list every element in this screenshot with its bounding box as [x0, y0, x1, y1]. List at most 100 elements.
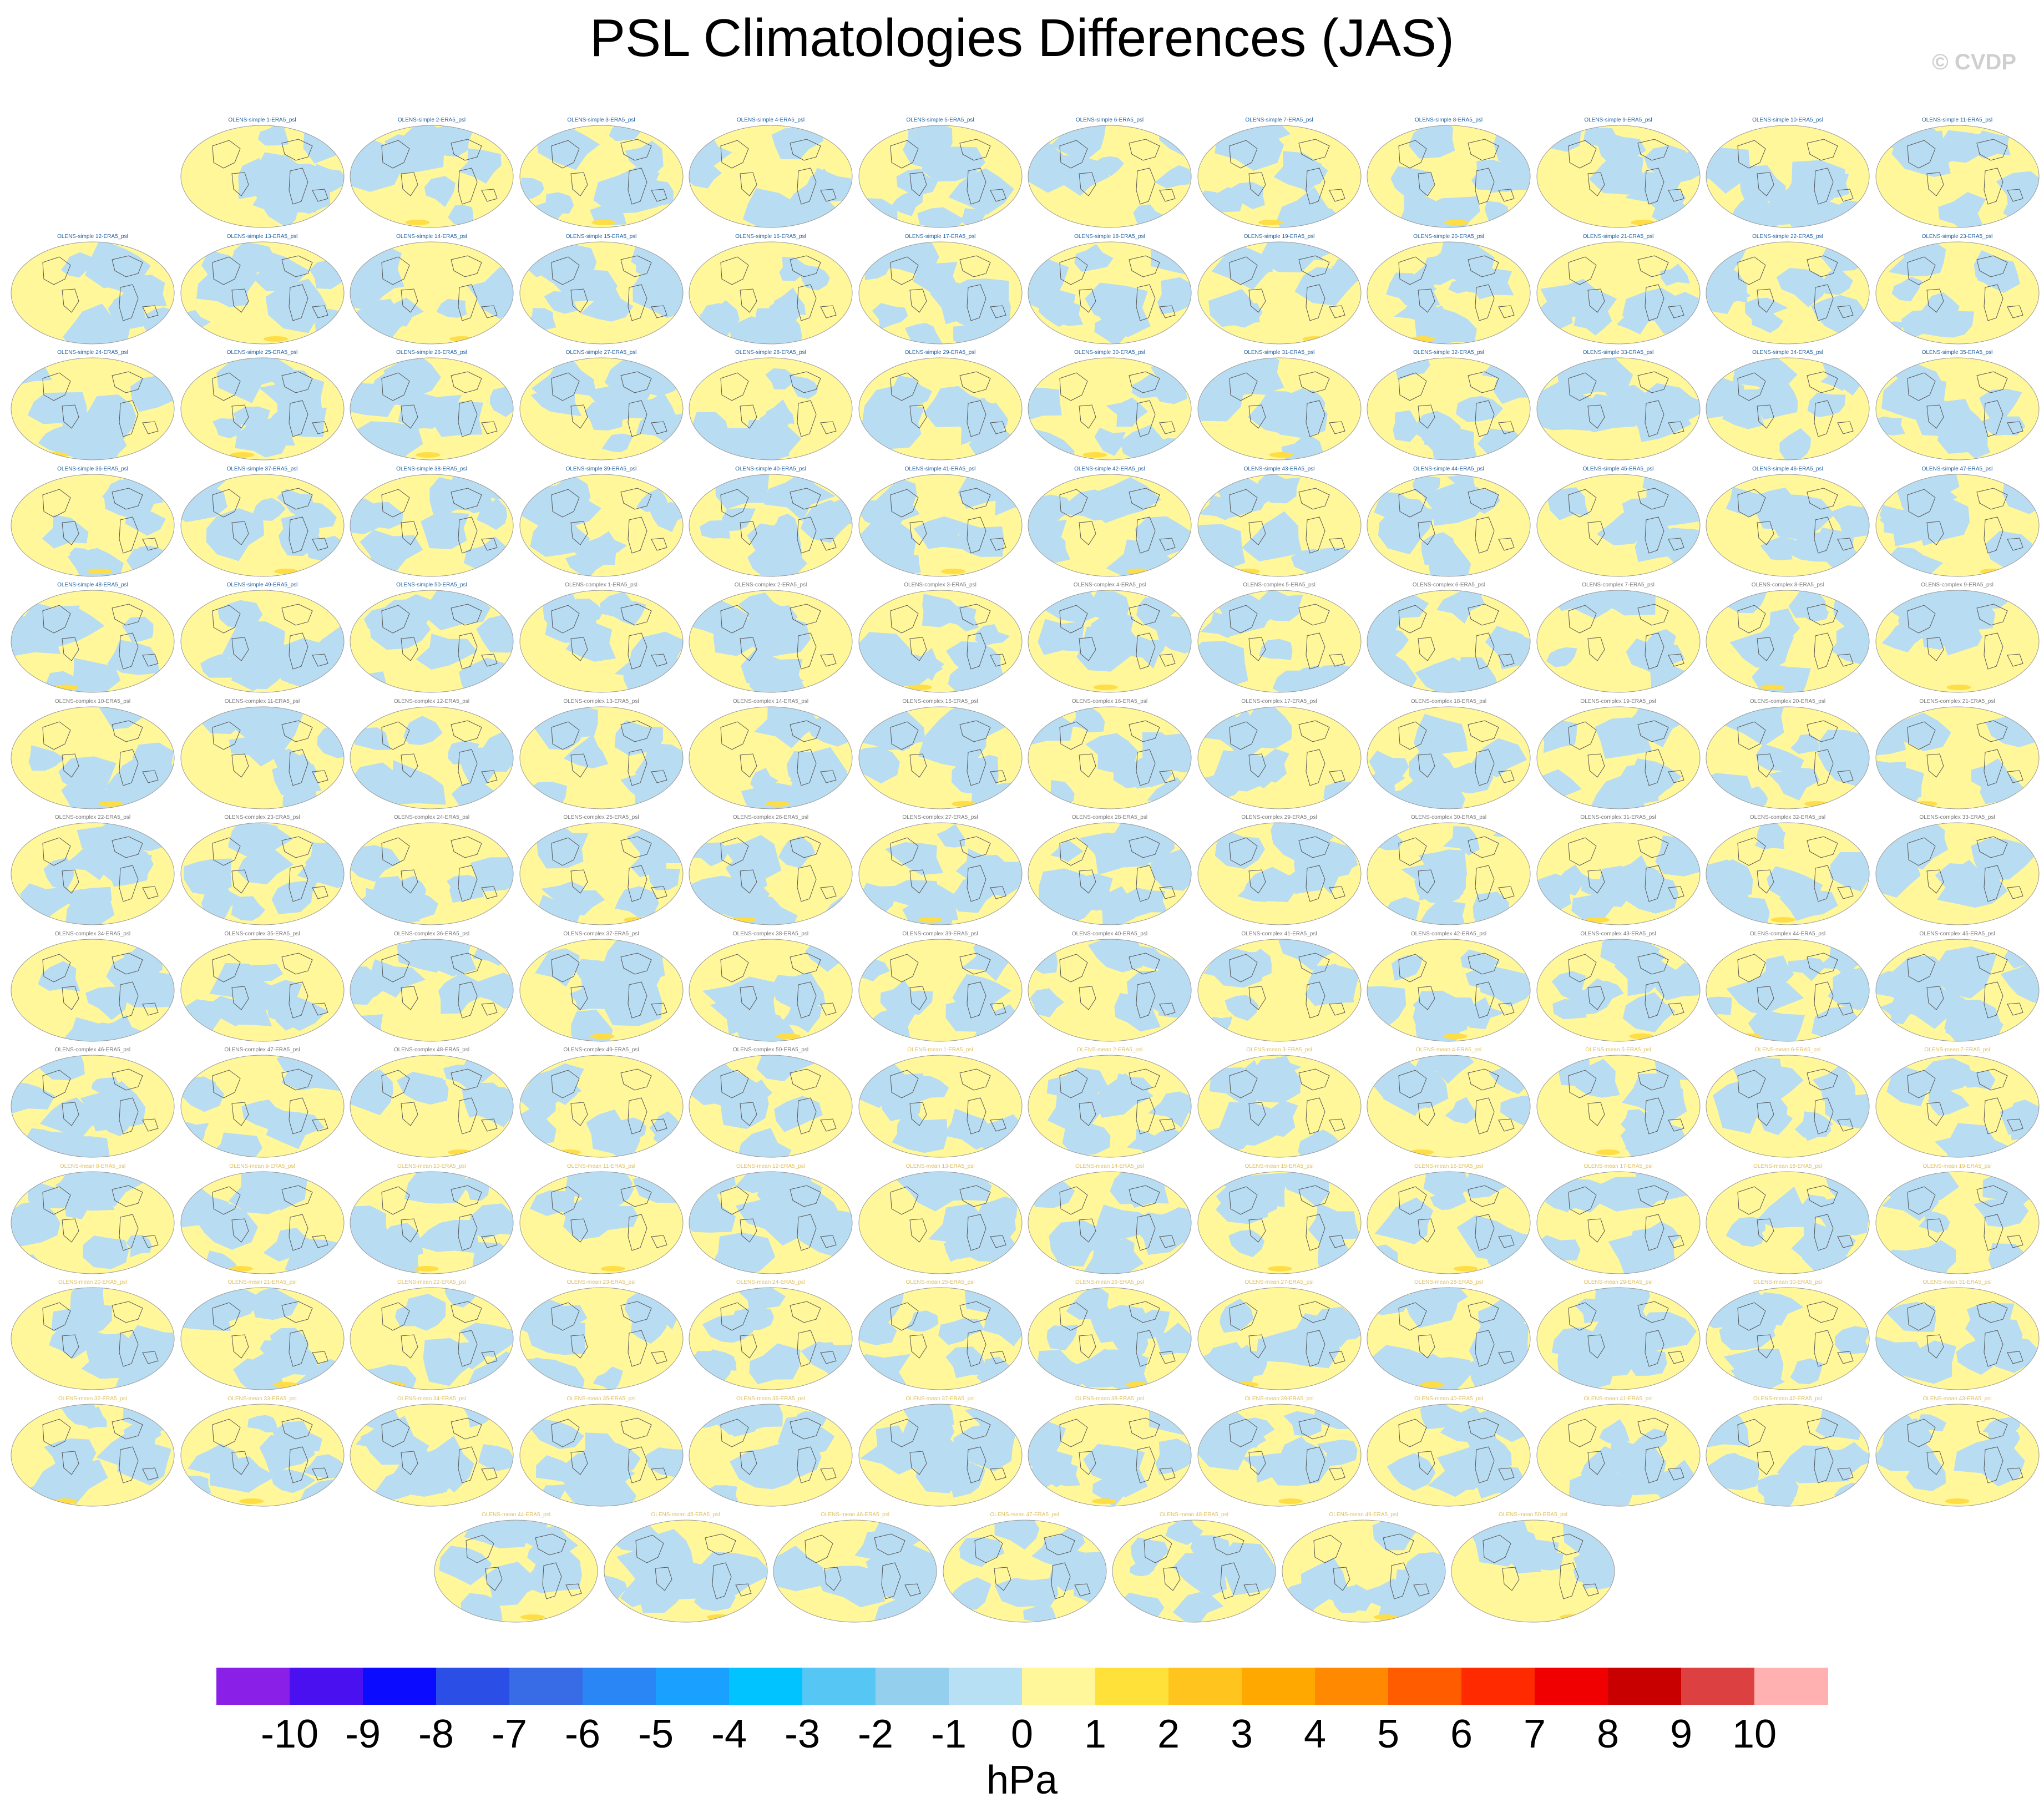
coastline	[889, 837, 919, 866]
negative-anomaly	[1778, 510, 1806, 535]
coastline	[451, 836, 482, 858]
negative-anomaly	[859, 1425, 919, 1475]
panel-label: OLENS-mean 26-ERA5_psl	[1075, 1279, 1144, 1285]
negative-anomaly	[1423, 241, 1495, 284]
negative-anomaly	[700, 520, 731, 539]
coastline	[2006, 1234, 2023, 1248]
panel-label: OLENS-mean 29-ERA5_psl	[1583, 1279, 1653, 1285]
coastline	[1667, 1467, 1684, 1481]
positive-anomaly	[1628, 1033, 1653, 1039]
coastline	[720, 256, 749, 285]
globe-map	[689, 1404, 853, 1506]
coastline	[1398, 1418, 1427, 1447]
negative-anomaly	[1500, 1095, 1530, 1126]
coastline	[1667, 537, 1684, 551]
coastline	[1298, 952, 1330, 975]
coastline	[381, 837, 410, 866]
panel-label: OLENS-mean 6-ERA5_psl	[1754, 1047, 1821, 1053]
panel-label: OLENS-complex 25-ERA5_psl	[563, 814, 639, 821]
globe-outline	[1197, 474, 1361, 576]
coastline	[1587, 753, 1605, 778]
globe-outline	[858, 1055, 1022, 1158]
negative-anomaly	[1834, 1326, 1869, 1354]
colorbar-tick-label: -6	[564, 1712, 601, 1756]
negative-anomaly	[1370, 1345, 1425, 1387]
panel-label: OLENS-complex 28-ERA5_psl	[1071, 814, 1148, 821]
globe-map	[1028, 939, 1192, 1041]
negative-anomaly	[363, 606, 403, 637]
coastline	[966, 400, 986, 437]
map-panel: OLENS-mean 43-ERA5_psl	[1874, 1395, 2041, 1509]
colorbar-swatch	[802, 1668, 876, 1705]
negative-anomaly	[125, 503, 166, 536]
coastline	[740, 288, 757, 313]
coastline	[1079, 869, 1096, 894]
coastline	[1807, 604, 1838, 626]
negative-anomaly	[83, 1235, 129, 1269]
panel-label: OLENS-mean 37-ERA5_psl	[905, 1395, 975, 1402]
negative-anomaly	[1157, 277, 1191, 315]
map-panel: OLENS-complex 25-ERA5_psl	[518, 814, 685, 928]
negative-anomaly	[749, 1343, 801, 1385]
negative-anomaly	[1317, 1237, 1361, 1274]
coastline	[1475, 1097, 1495, 1135]
map-panel: OLENS-mean 15-ERA5_psl	[1196, 1163, 1363, 1277]
negative-anomaly	[98, 1015, 145, 1041]
coastline	[281, 255, 313, 277]
globe-map	[11, 939, 175, 1041]
map-panel: OLENS-complex 30-ERA5_psl	[1365, 814, 1532, 928]
negative-anomaly	[1875, 853, 1921, 898]
negative-anomaly	[544, 291, 578, 314]
coastline	[1328, 305, 1345, 318]
coastline	[42, 1418, 71, 1447]
coastline	[1926, 753, 1944, 778]
map-panel: OLENS-complex 5-ERA5_psl	[1196, 581, 1363, 695]
coastline	[1757, 753, 1774, 778]
globe-outline	[1875, 1287, 2039, 1390]
coastline	[401, 1102, 418, 1126]
panel-label: OLENS-mean 4-ERA5_psl	[1415, 1047, 1482, 1053]
coastline	[1587, 172, 1605, 196]
map-panel: OLENS-simple 15-ERA5_psl	[518, 233, 685, 347]
globe-outline	[1197, 706, 1361, 809]
negative-anomaly	[694, 414, 725, 440]
coastline	[790, 255, 821, 277]
coastline	[451, 604, 482, 626]
coastline	[620, 139, 652, 161]
map-panel: OLENS-simple 21-ERA5_psl	[1535, 233, 1702, 347]
map-panel: OLENS-mean 16-ERA5_psl	[1365, 1163, 1532, 1277]
panel-label: OLENS-mean 47-ERA5_psl	[990, 1512, 1059, 1518]
globe-outline	[1028, 241, 1192, 344]
negative-anomaly	[750, 767, 779, 790]
coastline	[211, 1302, 241, 1331]
coastline	[909, 1334, 927, 1359]
map-panel: OLENS-complex 20-ERA5_psl	[1704, 698, 1871, 812]
negative-anomaly	[1443, 826, 1480, 855]
coastline	[1926, 172, 1944, 196]
negative-anomaly	[563, 1198, 598, 1224]
negative-anomaly	[1819, 267, 1853, 295]
coastline	[550, 140, 580, 169]
globe-outline	[350, 1055, 514, 1158]
coastline	[1906, 1418, 1936, 1447]
map-panel: OLENS-mean 34-ERA5_psl	[348, 1395, 515, 1509]
coastline	[1559, 1562, 1579, 1599]
coastline	[620, 371, 652, 393]
map-panel: OLENS-complex 39-ERA5_psl	[857, 930, 1024, 1044]
coastline	[1976, 1417, 2008, 1440]
coastline	[1398, 953, 1427, 983]
negative-anomaly	[438, 973, 485, 1014]
coastline	[1837, 537, 1854, 551]
globe-map	[1451, 1520, 1615, 1623]
negative-anomaly	[565, 622, 616, 662]
coastline	[1298, 255, 1330, 277]
negative-anomaly	[1291, 241, 1323, 261]
coastline	[1814, 1213, 1834, 1251]
coastline	[1228, 372, 1258, 401]
coastline	[1328, 421, 1345, 434]
map-panel: OLENS-mean 1-ERA5_psl	[857, 1046, 1024, 1160]
negative-anomaly	[117, 274, 167, 309]
coastline	[1637, 139, 1669, 161]
panel-label: OLENS-simple 23-ERA5_psl	[1921, 233, 1993, 240]
coastline	[481, 537, 498, 551]
